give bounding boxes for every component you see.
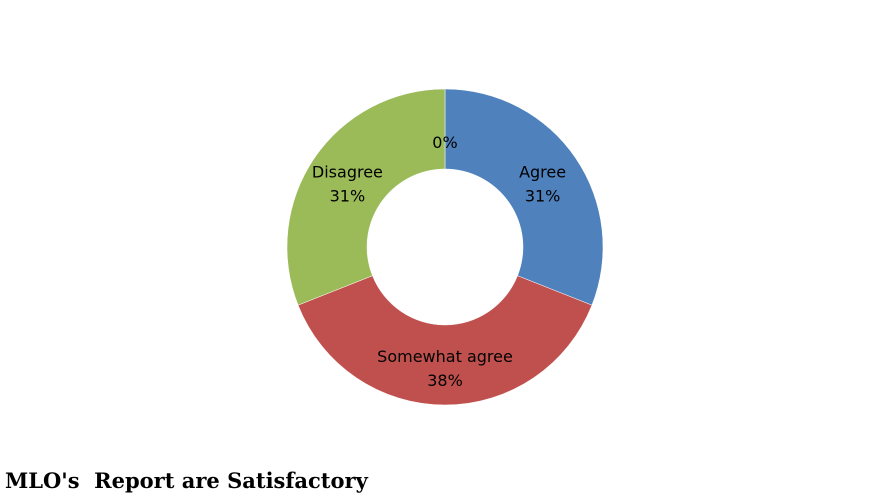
slice-value-label: 0% [432,133,457,152]
slice-category-label: Agree [519,163,566,182]
slice-value-label: 31% [330,187,366,206]
donut-slice [297,275,593,406]
slice-value-label: 31% [525,187,561,206]
slice-category-label: Disagree [312,163,383,182]
donut-slice [286,88,446,306]
slice-category-label: Somewhat agree [377,347,513,366]
donut-slice [444,88,604,306]
chart-title: MLO's Report are Satisfactory [5,468,369,493]
slice-value-label: 38% [427,371,463,390]
